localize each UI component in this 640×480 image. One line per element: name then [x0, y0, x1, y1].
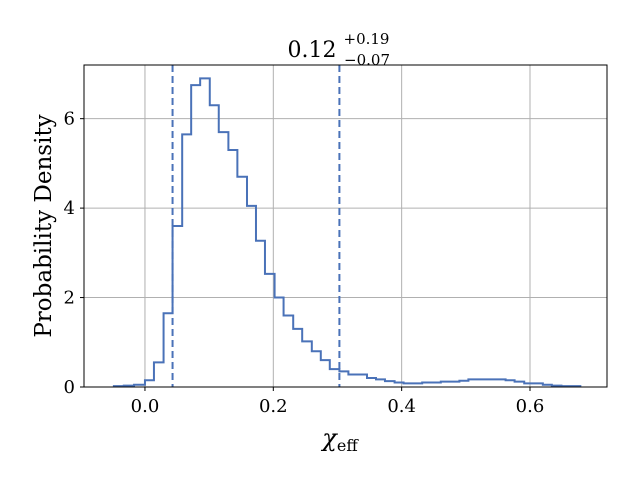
- x-axis-label: χeff: [320, 424, 359, 455]
- grid-lines: [84, 65, 607, 388]
- credible-interval-lines: [171, 65, 341, 387]
- x-tick-label: 0.0: [131, 396, 160, 417]
- axis-ticks: 0.0 0.2 0.4 0.6 0 2 4 6: [64, 109, 545, 417]
- title-upper-error: +0.19: [344, 30, 390, 48]
- x-tick-label: 0.4: [387, 396, 416, 417]
- chart-title: 0.12 +0.19 −0.07: [288, 25, 397, 69]
- x-tick-label: 0.6: [516, 396, 545, 417]
- x-axis-label-subscript: eff: [337, 436, 359, 455]
- y-tick-label: 2: [64, 288, 75, 309]
- y-tick-label: 0: [64, 377, 75, 398]
- posterior-histogram: [112, 77, 582, 388]
- y-axis-label: Probability Density: [31, 114, 57, 337]
- x-tick-label: 0.2: [259, 396, 288, 417]
- plot-frame: [83, 64, 608, 388]
- title-lower-error: −0.07: [344, 51, 390, 69]
- y-tick-label: 4: [64, 198, 75, 219]
- title-median: 0.12: [288, 38, 337, 63]
- x-axis-label-symbol: χ: [320, 424, 338, 452]
- y-tick-label: 6: [64, 109, 75, 130]
